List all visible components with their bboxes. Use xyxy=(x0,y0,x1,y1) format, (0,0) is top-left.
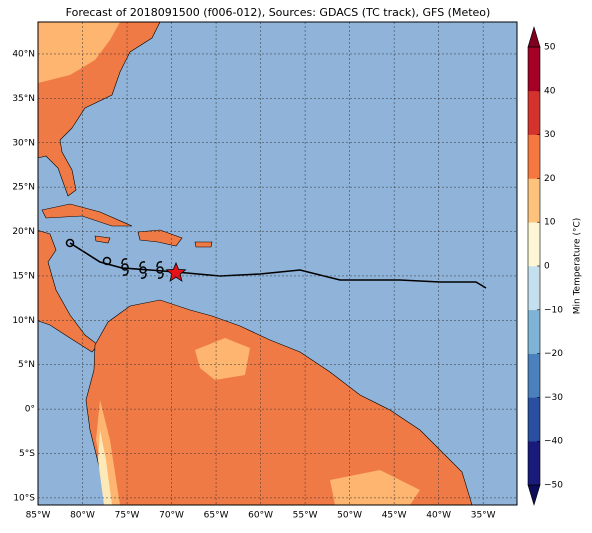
colorbar-bin xyxy=(528,178,540,223)
track-point xyxy=(65,238,75,248)
x-tick-label: 75°W xyxy=(115,511,140,521)
y-tick-label: 0° xyxy=(25,405,35,415)
x-tick-label: 55°W xyxy=(293,511,318,521)
x-tick-label: 80°W xyxy=(70,511,95,521)
x-tick-label: 60°W xyxy=(248,511,273,521)
colorbar-tick-label: 30 xyxy=(544,130,556,140)
y-tick-label: 10°N xyxy=(12,316,35,326)
y-tick-label: 5°S xyxy=(19,449,35,459)
highlands xyxy=(96,338,420,505)
colorbar-bin xyxy=(528,441,540,486)
colorbar-bin xyxy=(528,222,540,267)
y-tick-label: 40°N xyxy=(12,49,35,59)
x-tick-label: 45°W xyxy=(382,511,407,521)
colorbar-under xyxy=(527,484,541,507)
hurricane-symbols xyxy=(121,258,164,279)
x-tick-label: 50°W xyxy=(337,511,362,521)
colorbar-tick-label: 50 xyxy=(544,43,556,53)
colorbar-tick-label: 0 xyxy=(544,262,550,272)
andes xyxy=(98,430,112,505)
title: Forecast of 2018091500 (f006-012), Sourc… xyxy=(66,6,491,19)
track-point xyxy=(102,256,112,266)
colorbar-tick-label: −40 xyxy=(544,437,563,447)
colorbar-tick-label: −30 xyxy=(544,393,563,403)
y-tick-label: 15°N xyxy=(12,271,35,281)
hispaniola xyxy=(137,229,183,247)
y-tick-label: 10°S xyxy=(13,493,35,503)
colorbar-bin xyxy=(528,397,540,442)
colorbar-bin xyxy=(528,134,540,179)
north-america-inland xyxy=(38,22,120,83)
colorbar-bin xyxy=(528,90,540,135)
cuba xyxy=(41,203,133,227)
x-tick-label: 40°W xyxy=(426,511,451,521)
colorbar-tick-label: 40 xyxy=(544,86,556,96)
colorbar-bin xyxy=(528,353,540,398)
y-tick-label: 35°N xyxy=(12,94,35,104)
colorbar-over xyxy=(527,25,541,48)
map xyxy=(38,22,517,505)
x-tick-label: 35°W xyxy=(471,511,496,521)
colorbar-label: Min Temperature (°C) xyxy=(573,218,583,315)
x-tick-label: 70°W xyxy=(159,511,184,521)
x-tick-label: 85°W xyxy=(26,511,51,521)
colorbar-tick-label: 10 xyxy=(544,218,556,228)
jamaica xyxy=(94,235,111,244)
colorbar-bin xyxy=(528,47,540,92)
y-tick-label: 20°N xyxy=(12,227,35,237)
x-tick-label: 65°W xyxy=(204,511,229,521)
puerto-rico xyxy=(194,241,213,248)
colorbar-bin xyxy=(528,266,540,311)
current-position xyxy=(165,261,187,282)
colorbar-tick-label: −50 xyxy=(544,481,563,491)
colorbar-bin xyxy=(528,309,540,354)
central-america xyxy=(38,230,99,353)
colorbar-tick-label: −10 xyxy=(544,305,563,315)
colorbar-tick-label: −20 xyxy=(544,349,563,359)
map-frame xyxy=(37,21,518,506)
y-tick-label: 5°N xyxy=(18,360,35,370)
y-tick-label: 25°N xyxy=(12,183,35,193)
colorbar-tick-label: 20 xyxy=(544,174,556,184)
y-tick-label: 30°N xyxy=(12,138,35,148)
